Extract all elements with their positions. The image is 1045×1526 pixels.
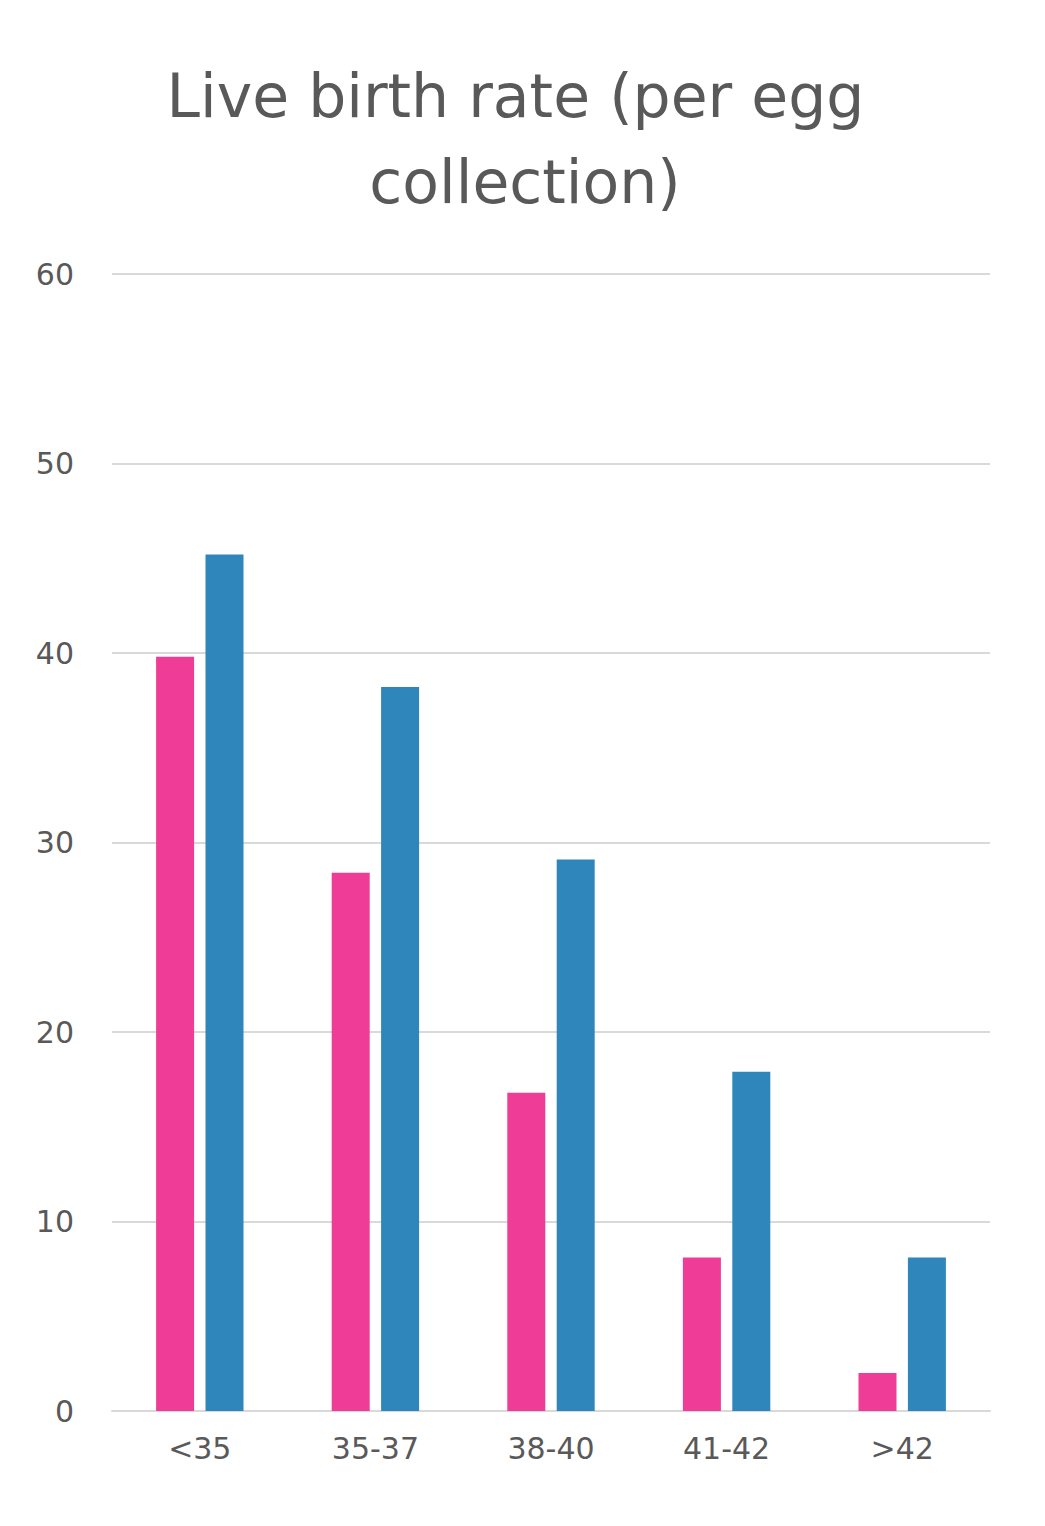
svg-text:Live birth rate (per egg: Live birth rate (per egg	[167, 61, 884, 131]
svg-text:40: 40	[36, 636, 74, 671]
svg-text:0: 0	[55, 1394, 74, 1429]
svg-text:<35: <35	[168, 1431, 231, 1466]
svg-text:30: 30	[36, 825, 74, 860]
svg-text:20: 20	[36, 1015, 74, 1050]
svg-text:35-37: 35-37	[332, 1431, 419, 1466]
svg-text:41-42: 41-42	[683, 1431, 770, 1466]
svg-text:50: 50	[36, 446, 74, 481]
svg-text:>42: >42	[871, 1431, 934, 1466]
svg-text:38-40: 38-40	[507, 1431, 594, 1466]
svg-text:60: 60	[36, 257, 74, 292]
svg-text:10: 10	[36, 1204, 74, 1239]
svg-text:collection): collection)	[369, 147, 680, 217]
